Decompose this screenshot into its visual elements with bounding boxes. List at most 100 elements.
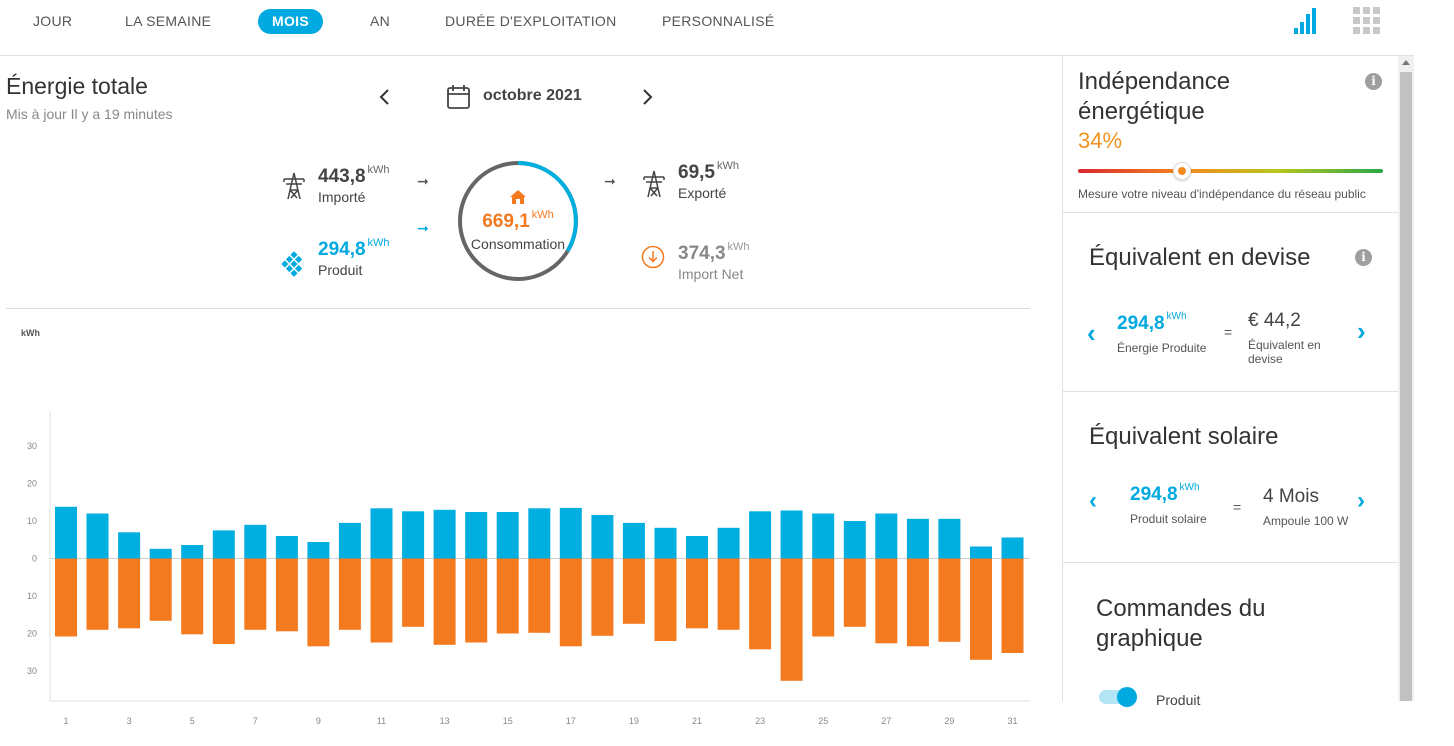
consumed-bar[interactable] bbox=[938, 558, 961, 642]
produced-bar[interactable] bbox=[938, 518, 961, 559]
y-tick-label: 20 bbox=[27, 629, 37, 639]
produced-bar[interactable] bbox=[496, 512, 519, 559]
produced-bar[interactable] bbox=[433, 509, 456, 559]
consumed-bar[interactable] bbox=[591, 558, 614, 636]
independence-gauge bbox=[1078, 162, 1383, 180]
consumed-bar[interactable] bbox=[402, 558, 425, 627]
produced-bar[interactable] bbox=[149, 548, 172, 559]
produced-bar[interactable] bbox=[717, 527, 740, 559]
produced-bar[interactable] bbox=[118, 532, 141, 559]
x-tick-label: 23 bbox=[755, 716, 765, 726]
x-tick-label: 13 bbox=[440, 716, 450, 726]
consumed-bar[interactable] bbox=[717, 558, 740, 630]
produced-bar[interactable] bbox=[181, 545, 204, 559]
consumed-bar[interactable] bbox=[780, 558, 803, 681]
tab-semaine[interactable]: LA SEMAINE bbox=[125, 13, 212, 29]
solar-previous-chevron[interactable]: ‹ bbox=[1089, 487, 1097, 514]
produced-bar[interactable] bbox=[528, 508, 551, 559]
scrollbar-thumb[interactable] bbox=[1400, 72, 1412, 701]
consumed-bar[interactable] bbox=[181, 558, 204, 635]
produced-bar[interactable] bbox=[465, 512, 488, 559]
consumed-bar[interactable] bbox=[622, 558, 645, 624]
consumed-bar[interactable] bbox=[465, 558, 488, 643]
produced-bar[interactable] bbox=[591, 515, 614, 559]
produced-bar[interactable] bbox=[749, 511, 772, 559]
imported-label: Importé bbox=[318, 189, 366, 205]
consumed-bar[interactable] bbox=[1001, 558, 1024, 654]
consumed-bar[interactable] bbox=[338, 558, 361, 630]
currency-money-value: € 44,2 bbox=[1248, 310, 1301, 331]
consumed-bar[interactable] bbox=[55, 558, 77, 637]
consumption-value: 669,1 bbox=[482, 211, 530, 232]
consumed-bar[interactable] bbox=[244, 558, 267, 630]
consumed-bar[interactable] bbox=[812, 558, 835, 637]
period-label: octobre 2021 bbox=[483, 87, 582, 104]
info-icon[interactable]: i bbox=[1365, 73, 1382, 90]
x-tick-label: 27 bbox=[881, 716, 891, 726]
import-arrow-icon: ➞ bbox=[417, 173, 429, 189]
produced-bar[interactable] bbox=[244, 524, 267, 559]
grid-view-icon[interactable] bbox=[1352, 6, 1382, 41]
produced-bar[interactable] bbox=[55, 506, 77, 559]
produced-bar[interactable] bbox=[402, 511, 425, 559]
produced-bar[interactable] bbox=[370, 508, 393, 559]
solar-next-chevron[interactable]: › bbox=[1357, 487, 1365, 514]
consumed-bar[interactable] bbox=[528, 558, 551, 633]
chart-controls-section: Commandes du graphique Produit bbox=[1063, 563, 1399, 708]
currency-energy-label: Énergie Produite bbox=[1117, 341, 1207, 355]
produced-bar[interactable] bbox=[970, 546, 992, 559]
consumed-bar[interactable] bbox=[212, 558, 235, 645]
x-tick-label: 3 bbox=[127, 716, 132, 726]
consumed-bar[interactable] bbox=[970, 558, 992, 660]
previous-period-button[interactable] bbox=[375, 86, 395, 108]
consumed-bar[interactable] bbox=[559, 558, 582, 647]
consumed-bar[interactable] bbox=[433, 558, 456, 645]
consumed-bar[interactable] bbox=[496, 558, 519, 634]
produced-bar[interactable] bbox=[906, 518, 929, 559]
produced-bar[interactable] bbox=[338, 522, 361, 559]
page-title: Énergie totale bbox=[6, 73, 148, 99]
produced-bar[interactable] bbox=[559, 507, 582, 559]
produced-bar[interactable] bbox=[875, 513, 898, 559]
produced-bar[interactable] bbox=[654, 527, 677, 559]
consumed-bar[interactable] bbox=[307, 558, 330, 647]
produced-bar[interactable] bbox=[843, 521, 866, 559]
exported-stat: 69,5 kWh Exporté bbox=[678, 160, 739, 201]
consumed-bar[interactable] bbox=[118, 558, 141, 629]
consumed-bar[interactable] bbox=[86, 558, 109, 630]
produced-bar[interactable] bbox=[275, 536, 298, 559]
consumed-bar[interactable] bbox=[370, 558, 393, 643]
tab-jour[interactable]: JOUR bbox=[33, 13, 73, 29]
produced-bar[interactable] bbox=[86, 513, 109, 559]
tab-personnalise[interactable]: PERSONNALISÉ bbox=[662, 13, 775, 29]
next-period-button[interactable] bbox=[637, 86, 657, 108]
produced-toggle-label: Produit bbox=[1156, 692, 1201, 708]
consumed-bar[interactable] bbox=[654, 558, 677, 642]
solar-energy-value: 294,8 bbox=[1130, 484, 1178, 505]
currency-next-chevron[interactable]: › bbox=[1357, 316, 1366, 346]
produced-bar[interactable] bbox=[812, 513, 835, 559]
consumed-bar[interactable] bbox=[149, 558, 172, 621]
consumed-bar[interactable] bbox=[749, 558, 772, 650]
info-icon[interactable]: i bbox=[1355, 249, 1372, 266]
consumed-bar[interactable] bbox=[906, 558, 929, 647]
tab-mois[interactable]: MOIS bbox=[258, 9, 323, 34]
scroll-up-arrow-icon[interactable] bbox=[1402, 60, 1410, 65]
produced-bar[interactable] bbox=[1001, 537, 1024, 559]
produced-bar[interactable] bbox=[307, 542, 330, 559]
produced-bar[interactable] bbox=[780, 510, 803, 559]
consumed-bar[interactable] bbox=[843, 558, 866, 627]
produced-toggle[interactable] bbox=[1099, 687, 1137, 707]
x-tick-label: 11 bbox=[377, 716, 386, 726]
consumed-bar[interactable] bbox=[686, 558, 708, 629]
currency-previous-chevron[interactable]: ‹ bbox=[1087, 318, 1096, 348]
produced-bar[interactable] bbox=[622, 522, 645, 559]
consumed-bar[interactable] bbox=[875, 558, 898, 644]
produced-bar[interactable] bbox=[212, 530, 235, 559]
tab-an[interactable]: AN bbox=[370, 13, 391, 29]
consumed-bar[interactable] bbox=[275, 558, 298, 632]
bar-chart-view-icon[interactable] bbox=[1292, 6, 1322, 41]
produced-bar[interactable] bbox=[686, 536, 708, 559]
tab-duree-exploitation[interactable]: DURÉE D'EXPLOITATION bbox=[445, 13, 617, 29]
solar-title: Équivalent solaire bbox=[1089, 423, 1279, 450]
